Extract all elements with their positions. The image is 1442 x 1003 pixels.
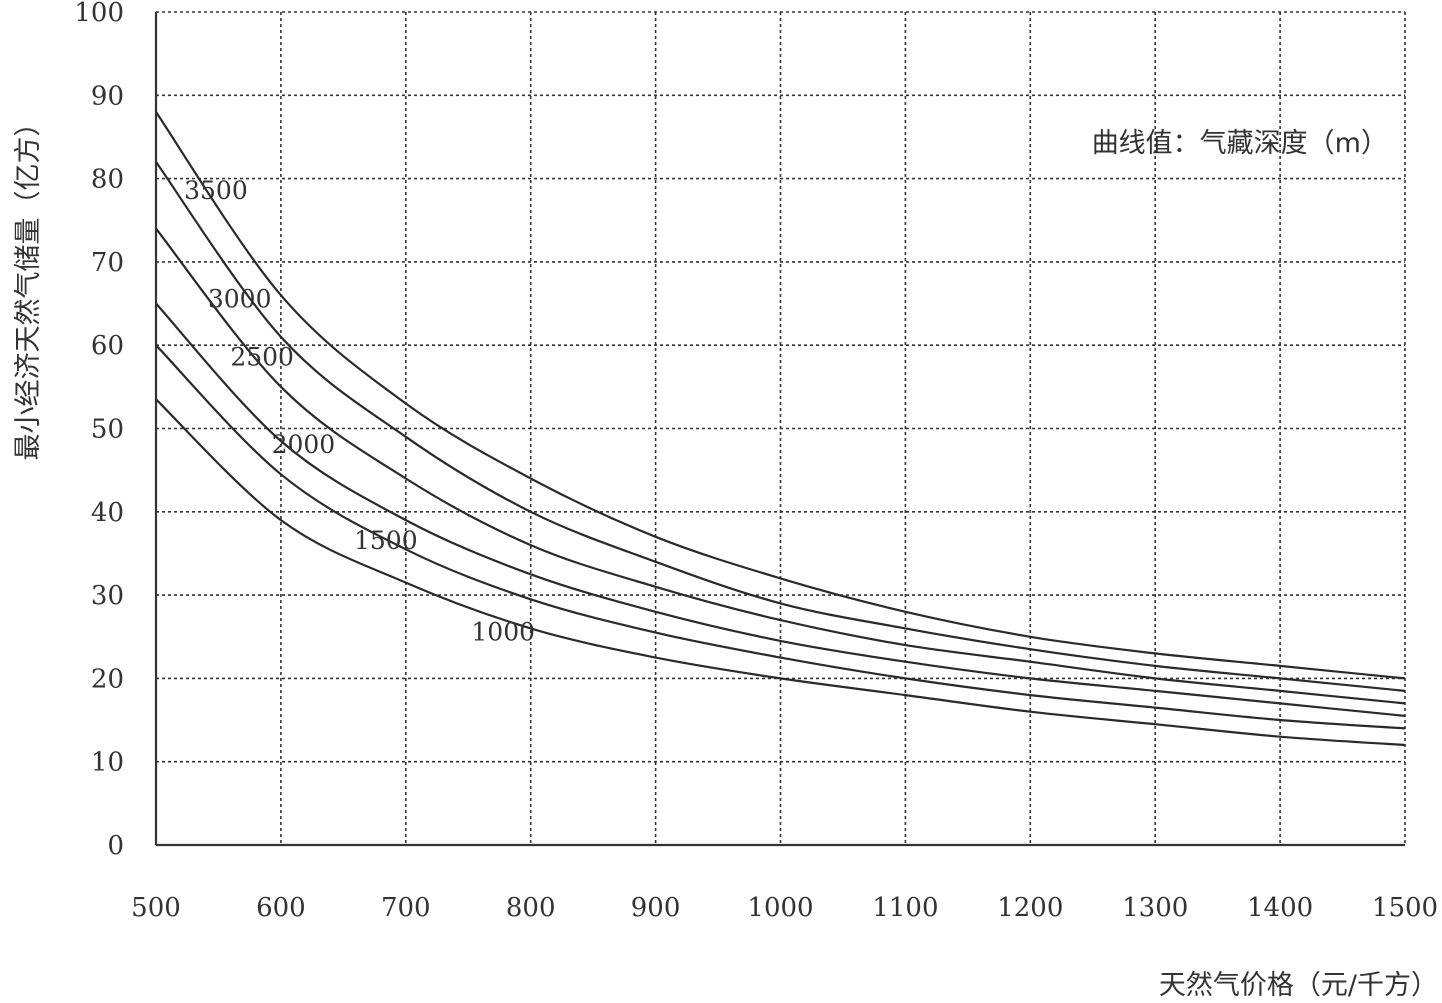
x-tick-label-0: 500: [131, 893, 181, 923]
y-tick-labels: 0 10 20 30 40 50 60 70 80 90 100: [74, 0, 124, 861]
x-tick-labels: 500 600 700 800 900 1000 1100 1200 1300 1400 1500: [131, 893, 1438, 923]
curve-label-1500: 1500: [354, 526, 418, 555]
curve-label-3000: 3000: [208, 284, 272, 313]
y-tick-label-2: 20: [91, 664, 124, 694]
curve-depth-1000: [155, 398, 1406, 747]
curve-labels: 3500 3000 2500 2000 1500 1000: [184, 176, 535, 646]
y-tick-label-4: 40: [91, 498, 124, 528]
x-tick-label-5: 1000: [747, 893, 813, 923]
y-tick-label-5: 50: [91, 415, 124, 445]
curve-label-2500: 2500: [230, 343, 294, 372]
x-tick-label-8: 1300: [1122, 893, 1188, 923]
x-tick-label-1: 600: [256, 893, 306, 923]
x-tick-label-10: 1500: [1372, 893, 1438, 923]
curve-depth-1500: [155, 344, 1406, 730]
curve-depth-2000: [155, 302, 1406, 717]
x-tick-label-2: 700: [381, 893, 431, 923]
y-tick-label-1: 10: [91, 748, 124, 778]
curves: [155, 111, 1406, 747]
grid: [156, 11, 1406, 845]
curve-depth-3500: [155, 111, 1406, 680]
y-axis-title: 最小经济天然气储量（亿方）: [13, 110, 44, 461]
x-axis-title: 天然气价格（元/千方）: [1159, 970, 1438, 1001]
y-tick-label-8: 80: [91, 165, 124, 195]
x-tick-label-4: 900: [631, 893, 681, 923]
x-tick-label-3: 800: [506, 893, 556, 923]
curve-label-2000: 2000: [272, 430, 336, 459]
x-tick-label-6: 1100: [872, 893, 938, 923]
legend-note: 曲线值：气藏深度（m）: [1092, 128, 1388, 159]
curve-depth-3000: [155, 161, 1406, 692]
y-tick-label-10: 100: [74, 0, 124, 28]
axes: [154, 12, 1405, 847]
curve-label-1000: 1000: [471, 618, 535, 647]
y-tick-label-7: 70: [91, 248, 124, 278]
curve-label-3500: 3500: [184, 176, 248, 205]
x-tick-label-7: 1200: [997, 893, 1063, 923]
x-tick-label-9: 1400: [1247, 893, 1313, 923]
y-tick-label-0: 0: [107, 831, 124, 861]
y-tick-label-6: 60: [91, 331, 124, 361]
y-tick-label-3: 30: [91, 581, 124, 611]
y-tick-label-9: 90: [91, 81, 124, 111]
curve-depth-2500: [155, 227, 1406, 705]
